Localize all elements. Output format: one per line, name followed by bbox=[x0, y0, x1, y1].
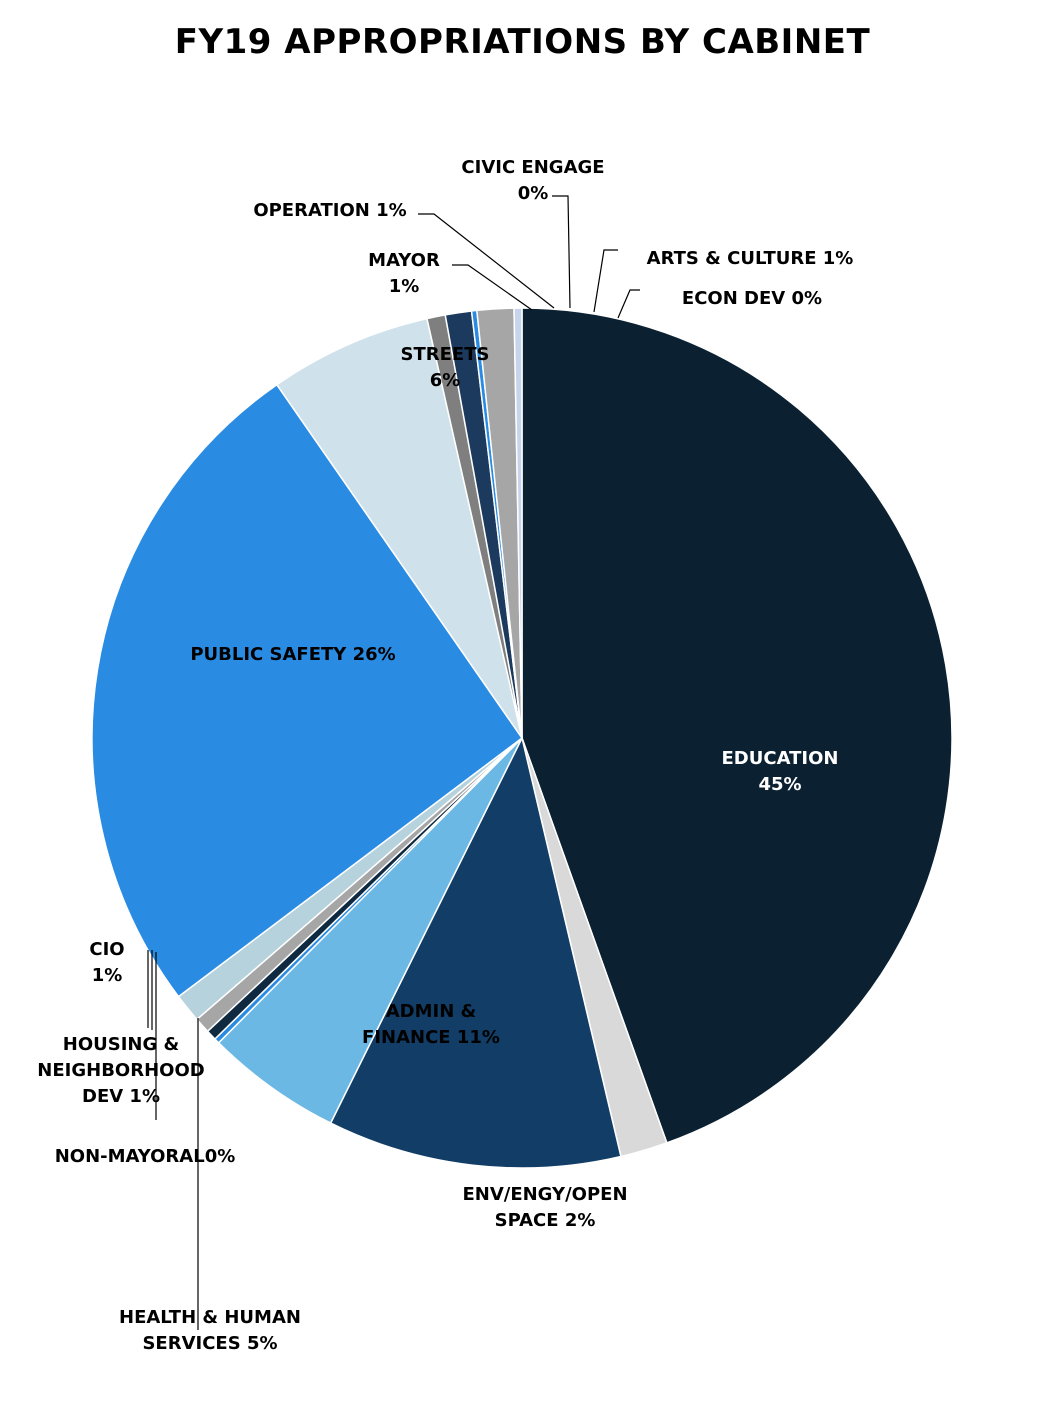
slice-label-cio: CIO 1% bbox=[89, 939, 124, 986]
slice-label-civic-engage: CIVIC ENGAGE 0% bbox=[461, 157, 604, 204]
slice-label-mayor: MAYOR 1% bbox=[368, 250, 440, 297]
slice-labels: EDUCATION 45% ENV/ENGY/OPEN SPACE 2% ADMIN &… bbox=[37, 157, 853, 1354]
slice-label-housing-neighborhood-dev: HOUSING & NEIGHBORHOOD DEV 1% bbox=[37, 1034, 204, 1107]
pie-slice-admin-finance bbox=[329, 735, 622, 1169]
pie-slice-econ-dev bbox=[513, 307, 523, 739]
leader-line-mayor bbox=[452, 264, 533, 311]
slice-label-operation: OPERATION 1% bbox=[253, 200, 406, 221]
slice-label-econ-dev: ECON DEV 0% bbox=[682, 288, 822, 309]
leader-line-econ-dev bbox=[617, 289, 640, 319]
pie-slice-health-human-services bbox=[217, 737, 523, 1125]
pie-slice-education bbox=[521, 307, 953, 1144]
leader-line-arts-culture bbox=[593, 249, 618, 313]
leader-line-civic-engage bbox=[552, 195, 571, 309]
pie-slice-streets bbox=[275, 317, 523, 739]
chart-title: FY19 APPROPRIATIONS BY CABINET bbox=[174, 22, 871, 62]
leader-lines bbox=[147, 195, 640, 1330]
slice-label-public-safety: PUBLIC SAFETY 26% bbox=[190, 644, 395, 665]
slice-label-env-engy-open-space: ENV/ENGY/OPEN SPACE 2% bbox=[462, 1184, 627, 1231]
slice-label-health-human-services: HEALTH & HUMAN SERVICES 5% bbox=[119, 1307, 301, 1354]
slice-label-arts-culture: ARTS & CULTURE 1% bbox=[647, 248, 854, 269]
slice-label-non-mayoral: NON-MAYORAL0% bbox=[55, 1146, 236, 1167]
slice-label-admin-finance: ADMIN & FINANCE 11% bbox=[362, 1001, 500, 1048]
leader-line-operation bbox=[418, 213, 555, 309]
slice-label-streets: STREETS 6% bbox=[401, 344, 490, 391]
slice-label-education: EDUCATION 45% bbox=[722, 748, 839, 795]
pie-slices bbox=[91, 307, 953, 1169]
pie-slice-public-safety bbox=[91, 383, 524, 998]
